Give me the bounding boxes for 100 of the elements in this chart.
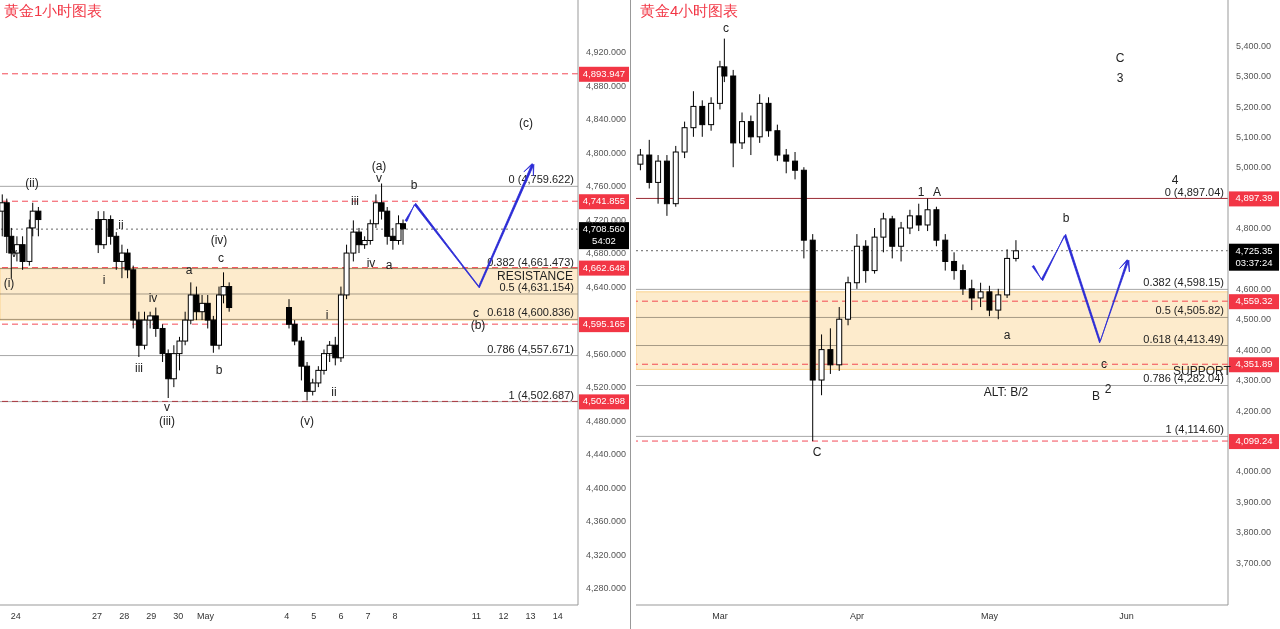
annotation: v xyxy=(376,171,382,185)
y-tick-label: 5,400.00 xyxy=(1236,40,1272,51)
y-tick-label: 3,900.00 xyxy=(1236,496,1272,507)
annotation: iv xyxy=(148,291,158,305)
annotation: c xyxy=(1101,357,1107,371)
annotation: iv xyxy=(366,256,376,270)
x-tick-label: 28 xyxy=(119,611,130,622)
annotation: iii xyxy=(135,361,143,375)
candlestick xyxy=(792,151,799,180)
y-tick-label: 4,600.00 xyxy=(1236,284,1272,295)
ref-line-label: 0.5 (4,631.154) xyxy=(499,280,574,293)
chart-title: 黄金4小时图表 xyxy=(640,2,739,21)
candlestick xyxy=(739,111,746,150)
x-tick-label: Jun xyxy=(1119,611,1134,622)
y-tick-label: 4,480.000 xyxy=(586,415,627,426)
y-tick-label: 4,760.000 xyxy=(586,181,627,192)
x-tick-label: 8 xyxy=(392,611,398,622)
candlestick xyxy=(827,327,834,375)
annotation: (c) xyxy=(519,116,533,130)
ref-line-label: 0 (4,897.04) xyxy=(1164,185,1224,198)
ref-line-label: 4,595.165 xyxy=(582,318,626,330)
y-tick-label: 5,200.00 xyxy=(1236,101,1272,112)
annotation: a xyxy=(185,263,193,277)
x-tick-label: 6 xyxy=(338,611,344,622)
ref-line-label: 1 (4,114.60) xyxy=(1165,423,1224,436)
candlestick xyxy=(747,115,754,156)
annotation: c xyxy=(473,306,479,320)
candlestick xyxy=(915,203,922,232)
candlestick xyxy=(959,264,966,296)
y-tick-label: 3,800.00 xyxy=(1236,527,1272,538)
y-tick-label: 4,640.000 xyxy=(586,281,627,292)
ref-line-label: 4,708.560 54:02 xyxy=(582,223,626,247)
y-tick-label: 4,000.00 xyxy=(1236,466,1272,477)
annotation: (iii) xyxy=(159,414,175,428)
annotation: i xyxy=(325,308,329,322)
annotation: C xyxy=(1115,51,1125,65)
candlestick xyxy=(977,282,984,308)
annotation: v xyxy=(164,400,170,414)
annotation: 4 xyxy=(1171,173,1179,187)
ref-line-label: 4,897.39 xyxy=(1235,192,1273,204)
annotation: (a) xyxy=(371,159,387,173)
x-tick-label: May xyxy=(196,611,215,622)
annotation: A xyxy=(932,185,942,199)
ref-line-label: 4,662.648 xyxy=(582,261,626,273)
y-tick-label: 3,700.00 xyxy=(1236,557,1272,568)
ref-line-label: 4,559.32 xyxy=(1235,295,1273,307)
candlestick xyxy=(924,198,931,232)
x-tick-label: 14 xyxy=(552,611,563,622)
ref-line-label: 1 (4,502.687) xyxy=(508,388,574,401)
ref-line-label: 4,725.35 03:37:24 xyxy=(1235,244,1273,268)
ref-line-label: 0.618 (4,600.836) xyxy=(487,306,574,319)
x-tick-label: 4 xyxy=(284,611,290,622)
y-tick-label: 5,300.00 xyxy=(1236,71,1272,82)
annotation: ALT: B/2 xyxy=(983,385,1029,399)
x-tick-label: 12 xyxy=(498,611,509,622)
annotation: RESISTANCE xyxy=(497,269,573,283)
candlestick xyxy=(906,209,913,235)
y-tick-label: 4,500.00 xyxy=(1236,314,1272,325)
y-tick-label: 4,920.000 xyxy=(586,47,627,58)
y-tick-label: 4,800.000 xyxy=(586,147,627,158)
annotation: (iv) xyxy=(210,233,228,247)
y-tick-label: 4,680.000 xyxy=(586,248,627,259)
annotation: (v) xyxy=(300,414,314,428)
y-tick-label: 4,200.00 xyxy=(1236,405,1272,416)
y-tick-label: 4,520.000 xyxy=(586,382,627,393)
annotation: (i) xyxy=(3,276,15,290)
y-tick-label: 4,400.000 xyxy=(586,482,627,493)
y-tick-label: 4,880.000 xyxy=(586,80,627,91)
ref-line-label: 0.618 (4,413.49) xyxy=(1143,332,1224,345)
candlestick xyxy=(880,212,887,253)
y-tick-label: 4,300.00 xyxy=(1236,375,1272,386)
annotation: ii xyxy=(118,218,124,232)
y-tick-label: 5,000.00 xyxy=(1236,162,1272,173)
y-tick-label: 4,320.000 xyxy=(586,549,627,560)
ref-line-label: 0.5 (4,505.82) xyxy=(1155,304,1224,317)
ref-line-label: 0.382 (4,598.15) xyxy=(1143,276,1224,289)
x-tick-label: 7 xyxy=(365,611,371,622)
candlestick xyxy=(898,221,905,262)
x-tick-label: 13 xyxy=(525,611,536,622)
x-tick-label: May xyxy=(980,611,999,622)
y-tick-label: 4,280.000 xyxy=(586,583,627,594)
ref-line-label: 4,741.855 xyxy=(582,195,626,207)
y-tick-label: 4,840.000 xyxy=(586,114,627,125)
x-tick-label: 11 xyxy=(471,611,482,622)
x-tick-label: 30 xyxy=(173,611,184,622)
annotation: 3 xyxy=(1116,71,1124,85)
x-tick-label: 24 xyxy=(10,611,21,622)
y-tick-label: 4,400.00 xyxy=(1236,344,1272,355)
annotation: b xyxy=(215,363,223,377)
annotation: (ii) xyxy=(25,176,39,190)
candlestick xyxy=(951,251,958,281)
x-tick-label: 5 xyxy=(311,611,317,622)
x-tick-label: Mar xyxy=(712,611,728,622)
annotation: 2 xyxy=(1104,382,1112,396)
annotation: b xyxy=(1062,211,1070,225)
annotation: c xyxy=(723,21,729,35)
ref-line-label: 4,893.947 xyxy=(582,67,626,79)
x-tick-label: Apr xyxy=(849,611,864,622)
candlestick xyxy=(995,288,1002,320)
annotation: ii xyxy=(331,385,337,399)
